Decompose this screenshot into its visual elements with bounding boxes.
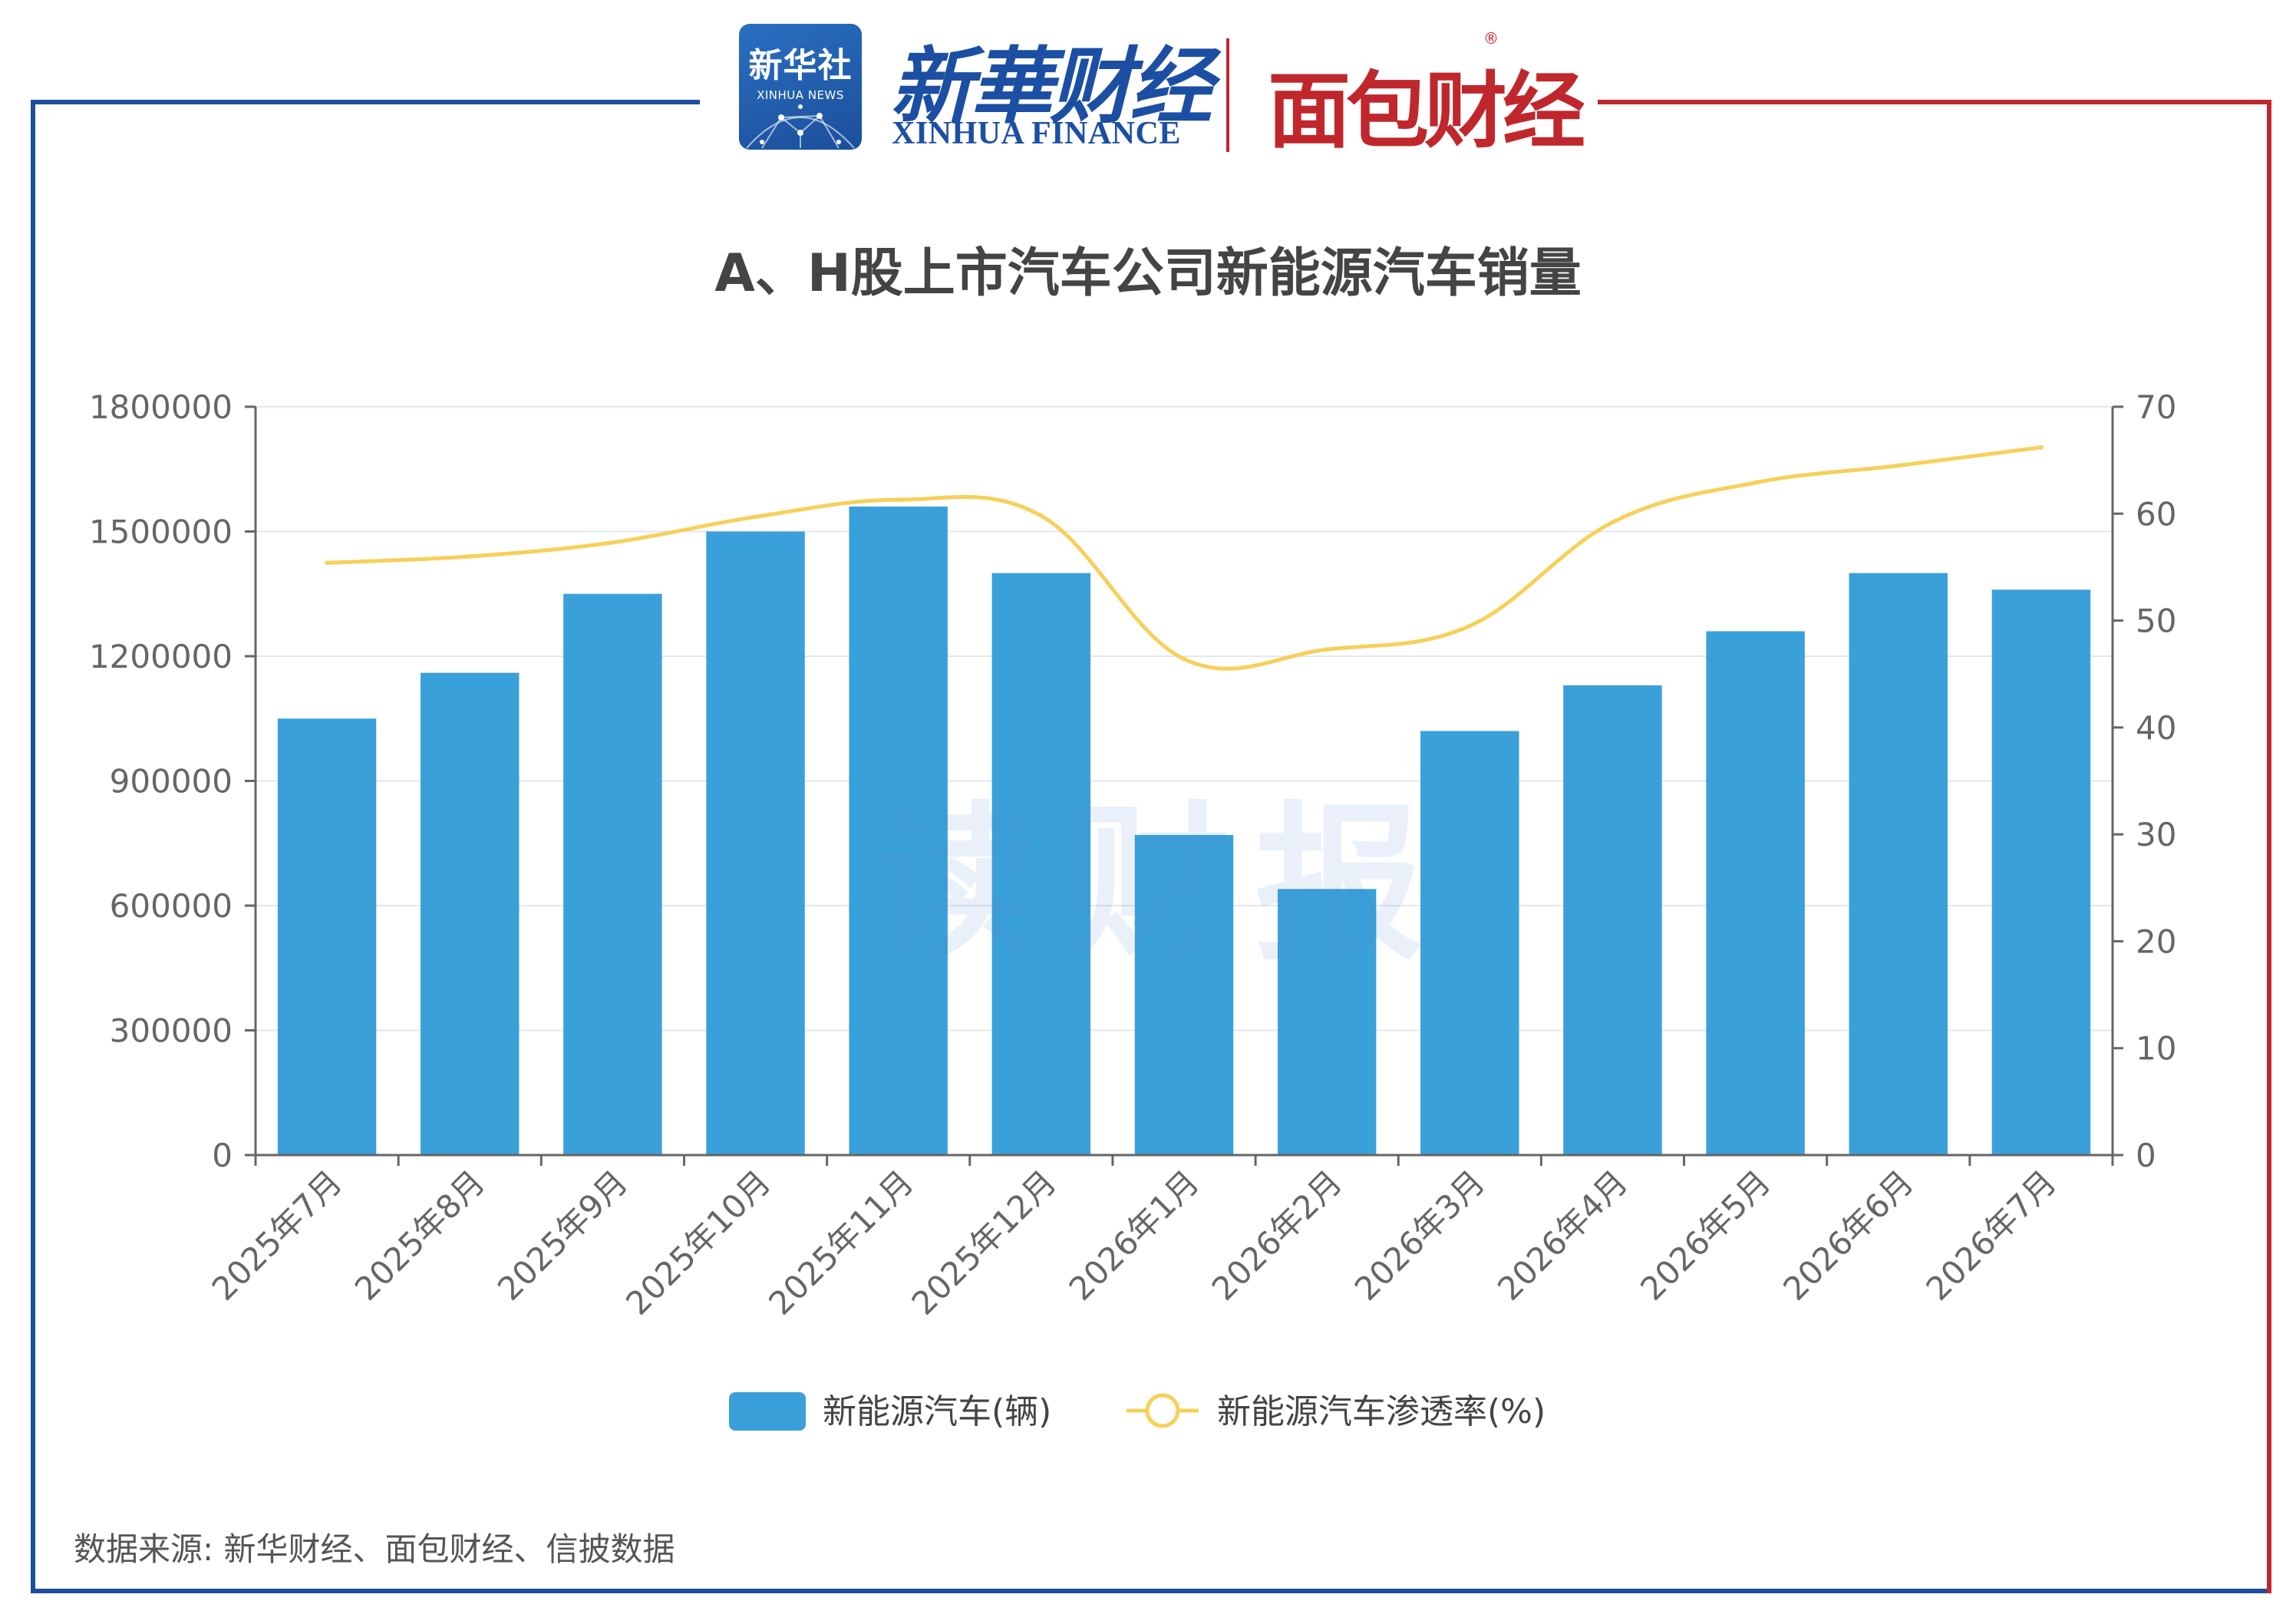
xinhua-news-logo: 新华社 XINHUA NEWS (739, 24, 862, 150)
x-tick-label: 2025年11月 (761, 1163, 920, 1322)
y-right-tick-label: 50 (2136, 602, 2176, 640)
y-right-tick-label: 10 (2136, 1030, 2176, 1068)
line-point (610, 540, 615, 545)
legend-label-line: 新能源汽车渗透率(%) (1217, 1392, 1546, 1431)
line-point (1753, 480, 1758, 485)
y-right-tick-label: 60 (2136, 495, 2176, 533)
bar (1706, 631, 1805, 1155)
watermark: 读财报 (870, 787, 1447, 983)
line-point (325, 560, 330, 566)
bar (563, 593, 662, 1155)
line-point (1182, 656, 1186, 662)
y-left-tick-label: 600000 (110, 887, 233, 925)
legend-label-bar: 新能源汽车(辆) (823, 1392, 1051, 1431)
line-series (325, 444, 2044, 671)
x-tick-label: 2026年7月 (1918, 1163, 2063, 1308)
y-left-tick-label: 1200000 (89, 638, 233, 675)
y-right-tick-label: 40 (2136, 709, 2176, 747)
x-tick-label: 2025年9月 (490, 1163, 635, 1308)
bar (1849, 573, 1948, 1155)
y-left-tick-label: 300000 (110, 1012, 233, 1050)
bar (277, 718, 377, 1155)
y-left-tick-label: 1500000 (89, 513, 233, 551)
xinhua-logo-en: XINHUA NEWS (757, 88, 844, 102)
legend-swatch-bar (729, 1392, 806, 1431)
xinhua-logo-cn: 新华社 (748, 46, 853, 85)
chart-title: A、H股上市汽车公司新能源汽车销量 (714, 243, 1582, 304)
frame-bottom (31, 1589, 2271, 1593)
logo-divider (1226, 38, 1229, 152)
y-right-tick-label: 70 (2136, 388, 2176, 426)
y-right-tick-label: 20 (2136, 923, 2176, 960)
bar (706, 531, 805, 1155)
x-tick-label: 2026年4月 (1490, 1163, 1635, 1308)
registered-mark: ® (1483, 29, 1499, 48)
frame-right (2267, 100, 2271, 1593)
mianbao-finance-logo: 面包财经 (1268, 64, 1585, 160)
x-tick-label: 2025年8月 (348, 1163, 493, 1308)
bar (849, 507, 948, 1155)
line-point (1467, 623, 1473, 629)
x-tick-label: 2025年12月 (904, 1163, 1063, 1322)
y-left-tick-label: 0 (212, 1137, 233, 1174)
y-right-tick-label: 30 (2136, 816, 2176, 853)
line-point (2038, 444, 2044, 450)
line-point (1610, 520, 1615, 525)
bar (1134, 834, 1234, 1155)
line-point (753, 514, 758, 520)
bar-series (277, 507, 2091, 1155)
data-source-note: 数据来源: 新华财经、面包财经、信披数据 (74, 1530, 675, 1568)
x-tick-label: 2026年3月 (1348, 1163, 1493, 1308)
bar (1277, 889, 1377, 1155)
y-left-tick-label: 900000 (110, 763, 233, 800)
frame-left (31, 100, 35, 1593)
line-point (1895, 463, 1901, 468)
xinhua-finance-logo-en: XINHUA FINANCE (892, 116, 1181, 151)
line-point (896, 497, 901, 503)
line-point (1324, 647, 1330, 652)
legend: 新能源汽车(辆) 新能源汽车渗透率(%) (729, 1392, 1546, 1431)
x-tick-label: 2026年1月 (1062, 1163, 1207, 1308)
axes (245, 405, 2123, 1166)
line-point (1038, 513, 1044, 519)
x-tick-label: 2025年7月 (205, 1163, 350, 1308)
x-tick-label: 2025年10月 (619, 1163, 777, 1322)
network-globe-icon (746, 104, 855, 149)
frame-top-left (31, 100, 700, 104)
bar (1991, 589, 2091, 1155)
frame-top-right (1598, 100, 2271, 104)
line-point (467, 554, 473, 559)
y-right-tick-label: 0 (2136, 1137, 2156, 1174)
bar (421, 672, 520, 1155)
bar (1563, 685, 1662, 1155)
x-tick-label: 2026年5月 (1633, 1163, 1778, 1308)
y-left-tick-label: 1800000 (89, 388, 233, 426)
bar (1420, 731, 1519, 1155)
legend-marker-line (1145, 1393, 1180, 1428)
bar (991, 573, 1091, 1155)
x-tick-label: 2026年2月 (1205, 1163, 1350, 1308)
x-tick-label: 2026年6月 (1776, 1163, 1921, 1308)
